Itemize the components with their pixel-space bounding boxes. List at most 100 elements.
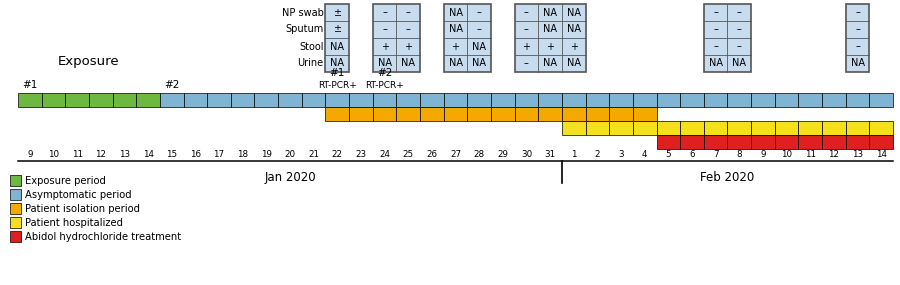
Bar	[586, 107, 609, 121]
Text: #2: #2	[377, 68, 392, 78]
Text: 4: 4	[642, 150, 647, 159]
Bar	[396, 93, 420, 107]
Bar	[680, 121, 704, 135]
Text: –: –	[477, 25, 482, 34]
Bar	[184, 93, 207, 107]
Bar	[136, 93, 160, 107]
Text: NA: NA	[543, 7, 557, 17]
Text: –: –	[382, 7, 387, 17]
Bar	[562, 93, 586, 107]
Text: NA: NA	[448, 58, 463, 68]
Bar	[775, 93, 798, 107]
Text: 17: 17	[213, 150, 225, 159]
Bar	[633, 107, 656, 121]
Text: –: –	[406, 25, 410, 34]
Bar	[752, 93, 775, 107]
Bar	[609, 107, 633, 121]
Text: 11: 11	[72, 150, 83, 159]
Bar	[846, 135, 869, 149]
Bar	[396, 107, 420, 121]
Text: #2: #2	[164, 80, 179, 90]
Bar	[869, 135, 893, 149]
Text: +: +	[570, 42, 578, 52]
Text: –: –	[855, 42, 860, 52]
Text: –: –	[713, 42, 718, 52]
Text: NA: NA	[708, 58, 723, 68]
Bar	[467, 93, 491, 107]
Bar	[491, 93, 515, 107]
Text: Patient hospitalized: Patient hospitalized	[25, 217, 123, 227]
Text: 31: 31	[544, 150, 555, 159]
Text: –: –	[406, 7, 410, 17]
Text: –: –	[524, 58, 529, 68]
Bar	[656, 121, 680, 135]
Bar	[349, 107, 373, 121]
Text: –: –	[737, 7, 742, 17]
Text: NA: NA	[850, 58, 865, 68]
Bar	[775, 121, 798, 135]
Bar	[160, 93, 184, 107]
Bar	[420, 107, 444, 121]
Text: 7: 7	[713, 150, 718, 159]
Text: 18: 18	[237, 150, 248, 159]
Bar	[326, 4, 349, 72]
Text: 13: 13	[119, 150, 130, 159]
Text: +: +	[452, 42, 460, 52]
Bar	[41, 93, 66, 107]
Text: 21: 21	[308, 150, 320, 159]
Bar	[775, 135, 798, 149]
Bar	[822, 135, 846, 149]
Bar	[633, 121, 656, 135]
Text: 11: 11	[805, 150, 815, 159]
Text: Patient isolation period: Patient isolation period	[25, 203, 140, 213]
Text: NA: NA	[330, 42, 345, 52]
Text: NA: NA	[401, 58, 415, 68]
Text: –: –	[524, 25, 529, 34]
Text: 14: 14	[876, 150, 886, 159]
Bar	[515, 4, 586, 72]
Bar	[420, 93, 444, 107]
Bar	[467, 107, 491, 121]
Bar	[373, 93, 396, 107]
Text: #1: #1	[22, 80, 38, 90]
Text: 5: 5	[665, 150, 671, 159]
Text: 19: 19	[261, 150, 272, 159]
Bar	[10, 217, 21, 228]
Text: Asymptomatic period: Asymptomatic period	[25, 190, 131, 199]
Text: –: –	[855, 7, 860, 17]
Bar	[538, 107, 562, 121]
Bar	[609, 93, 633, 107]
Bar	[656, 135, 680, 149]
Bar	[230, 93, 255, 107]
Text: –: –	[713, 7, 718, 17]
Bar	[10, 231, 21, 242]
Text: 6: 6	[689, 150, 695, 159]
Text: –: –	[477, 7, 482, 17]
Text: 2: 2	[595, 150, 600, 159]
Text: 8: 8	[736, 150, 742, 159]
Text: –: –	[855, 25, 860, 34]
Text: NA: NA	[472, 58, 486, 68]
Bar	[112, 93, 136, 107]
Text: 29: 29	[498, 150, 508, 159]
Bar	[89, 93, 112, 107]
Text: 22: 22	[332, 150, 343, 159]
Bar	[515, 93, 538, 107]
Text: NA: NA	[733, 58, 746, 68]
Bar	[278, 93, 302, 107]
Text: NA: NA	[378, 58, 392, 68]
Text: RT-PCR+: RT-PCR+	[365, 81, 404, 90]
Bar	[704, 135, 727, 149]
Text: 10: 10	[48, 150, 59, 159]
Text: +: +	[404, 42, 412, 52]
Text: 28: 28	[473, 150, 485, 159]
Text: +: +	[522, 42, 530, 52]
Bar	[869, 121, 893, 135]
Text: NA: NA	[567, 25, 580, 34]
Bar	[798, 135, 822, 149]
Text: Urine: Urine	[297, 58, 323, 68]
Bar	[586, 121, 609, 135]
Bar	[373, 107, 396, 121]
Text: –: –	[737, 25, 742, 34]
Text: 12: 12	[95, 150, 106, 159]
